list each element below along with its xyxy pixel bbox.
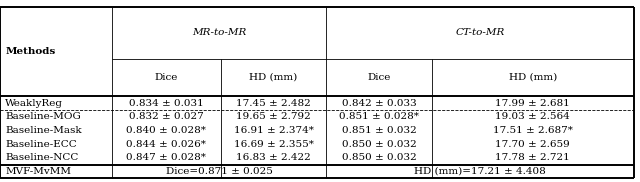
Text: 0.842 ± 0.033: 0.842 ± 0.033: [342, 99, 417, 108]
Text: Baseline-ECC: Baseline-ECC: [5, 140, 77, 149]
Text: 0.851 ± 0.028*: 0.851 ± 0.028*: [339, 112, 419, 121]
Text: WeaklyReg: WeaklyReg: [5, 99, 63, 108]
Text: Baseline-NCC: Baseline-NCC: [5, 153, 79, 162]
Text: 0.851 ± 0.032: 0.851 ± 0.032: [342, 126, 417, 135]
Text: Baseline-Mask: Baseline-Mask: [5, 126, 82, 135]
Text: 0.834 ± 0.031: 0.834 ± 0.031: [129, 99, 204, 108]
Text: Methods: Methods: [5, 47, 56, 56]
Text: Dice: Dice: [367, 73, 391, 82]
Text: MVF-MvMM: MVF-MvMM: [5, 167, 71, 176]
Text: HD (mm): HD (mm): [250, 73, 298, 82]
Text: 0.844 ± 0.026*: 0.844 ± 0.026*: [127, 140, 206, 149]
Text: MR-to-MR: MR-to-MR: [192, 28, 246, 37]
Text: 17.78 ± 2.721: 17.78 ± 2.721: [495, 153, 570, 162]
Text: 0.832 ± 0.027: 0.832 ± 0.027: [129, 112, 204, 121]
Text: 16.83 ± 2.422: 16.83 ± 2.422: [236, 153, 311, 162]
Text: 0.847 ± 0.028*: 0.847 ± 0.028*: [127, 153, 206, 162]
Text: 19.03 ± 2.564: 19.03 ± 2.564: [495, 112, 570, 121]
Text: 17.99 ± 2.681: 17.99 ± 2.681: [495, 99, 570, 108]
Text: 16.69 ± 2.355*: 16.69 ± 2.355*: [234, 140, 314, 149]
Text: CT-to-MR: CT-to-MR: [455, 28, 505, 37]
Text: 17.45 ± 2.482: 17.45 ± 2.482: [236, 99, 311, 108]
Text: HD (mm)=17.21 ± 4.408: HD (mm)=17.21 ± 4.408: [414, 167, 546, 176]
Text: 17.70 ± 2.659: 17.70 ± 2.659: [495, 140, 570, 149]
Text: Baseline-MOG: Baseline-MOG: [5, 112, 81, 121]
Text: 0.850 ± 0.032: 0.850 ± 0.032: [342, 140, 417, 149]
Text: 0.850 ± 0.032: 0.850 ± 0.032: [342, 153, 417, 162]
Text: Dice: Dice: [155, 73, 178, 82]
Text: 17.51 ± 2.687*: 17.51 ± 2.687*: [493, 126, 573, 135]
Text: HD (mm): HD (mm): [509, 73, 557, 82]
Text: 0.840 ± 0.028*: 0.840 ± 0.028*: [127, 126, 206, 135]
Text: 19.65 ± 2.792: 19.65 ± 2.792: [236, 112, 311, 121]
Text: 16.91 ± 2.374*: 16.91 ± 2.374*: [234, 126, 314, 135]
Text: Dice=0.871 ± 0.025: Dice=0.871 ± 0.025: [166, 167, 273, 176]
